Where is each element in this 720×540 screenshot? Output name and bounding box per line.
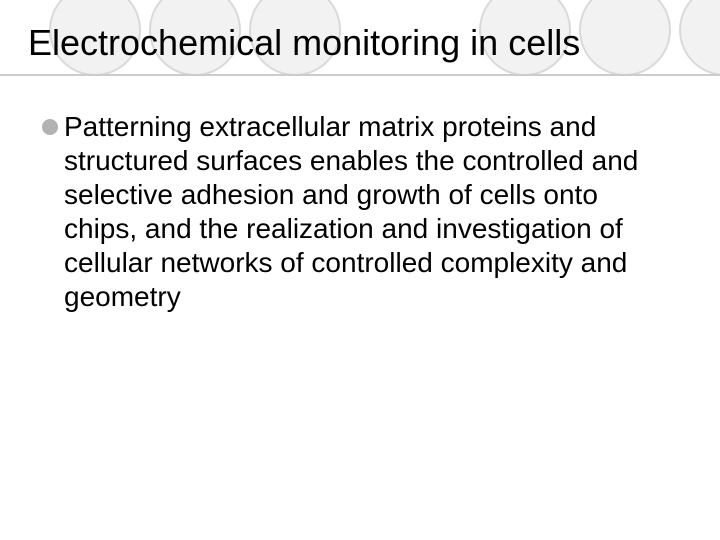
list-item: Patterning extracellular matrix proteins… (42, 110, 678, 314)
body-text-area: Patterning extracellular matrix proteins… (42, 110, 678, 314)
bullet-icon (42, 119, 58, 135)
title-underline (0, 74, 720, 76)
slide-title: Electrochemical monitoring in cells (28, 22, 580, 64)
bullet-text: Patterning extracellular matrix proteins… (64, 110, 678, 314)
